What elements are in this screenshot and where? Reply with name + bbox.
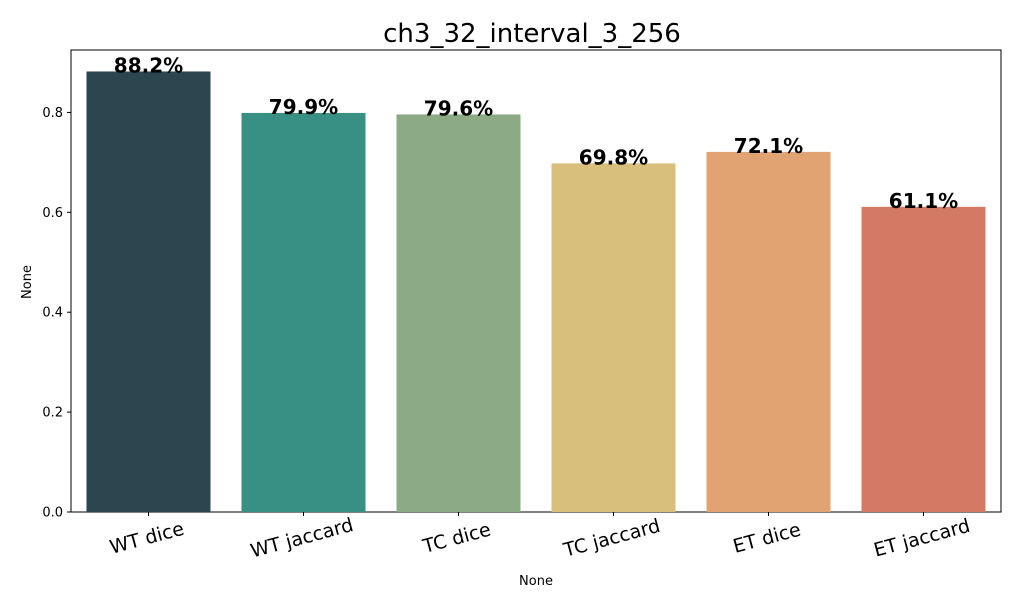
x-axis: WT dice WT jaccard TC dice TC jaccard ET dic… xyxy=(107,512,972,562)
plot-area xyxy=(70,49,1002,513)
x-tick-label: ET jaccard xyxy=(871,515,972,562)
x-axis-label: None xyxy=(519,574,553,589)
bar xyxy=(861,206,986,512)
y-tick-label: 0.4 xyxy=(42,306,63,321)
x-tick-label: TC dice xyxy=(420,519,494,558)
bars xyxy=(86,71,986,513)
bar-value-label: 79.6% xyxy=(424,96,493,120)
y-tick-label: 0.2 xyxy=(42,406,63,421)
bar-value-label: 61.1% xyxy=(889,189,958,213)
bar-value-label: 88.2% xyxy=(114,53,183,77)
y-tick-label: 0.6 xyxy=(42,206,63,221)
bar-value-label: 79.9% xyxy=(269,95,338,119)
y-tick-label: 0.8 xyxy=(42,106,63,121)
bar-value-label: 72.1% xyxy=(734,134,803,158)
plot-frame xyxy=(70,49,1002,513)
bar xyxy=(551,163,676,512)
bar xyxy=(706,151,831,512)
chart-title: ch3_32_interval_3_256 xyxy=(383,19,681,49)
data-labels: 88.2% 79.9% 79.6% 69.8% 72.1% 61.1% xyxy=(114,53,958,212)
x-tick-label: TC jaccard xyxy=(560,515,662,562)
x-tick-label: WT dice xyxy=(107,518,186,559)
bar xyxy=(241,112,366,513)
bar xyxy=(396,114,521,513)
bar-value-label: 69.8% xyxy=(579,145,648,169)
x-tick-label: WT jaccard xyxy=(248,514,356,563)
y-axis: 0.0 0.2 0.4 0.6 0.8 xyxy=(42,106,71,521)
bar xyxy=(86,71,211,512)
y-tick-label: 0.0 xyxy=(42,506,63,521)
y-axis-label: None xyxy=(20,265,35,299)
x-tick-label: ET dice xyxy=(731,519,803,558)
